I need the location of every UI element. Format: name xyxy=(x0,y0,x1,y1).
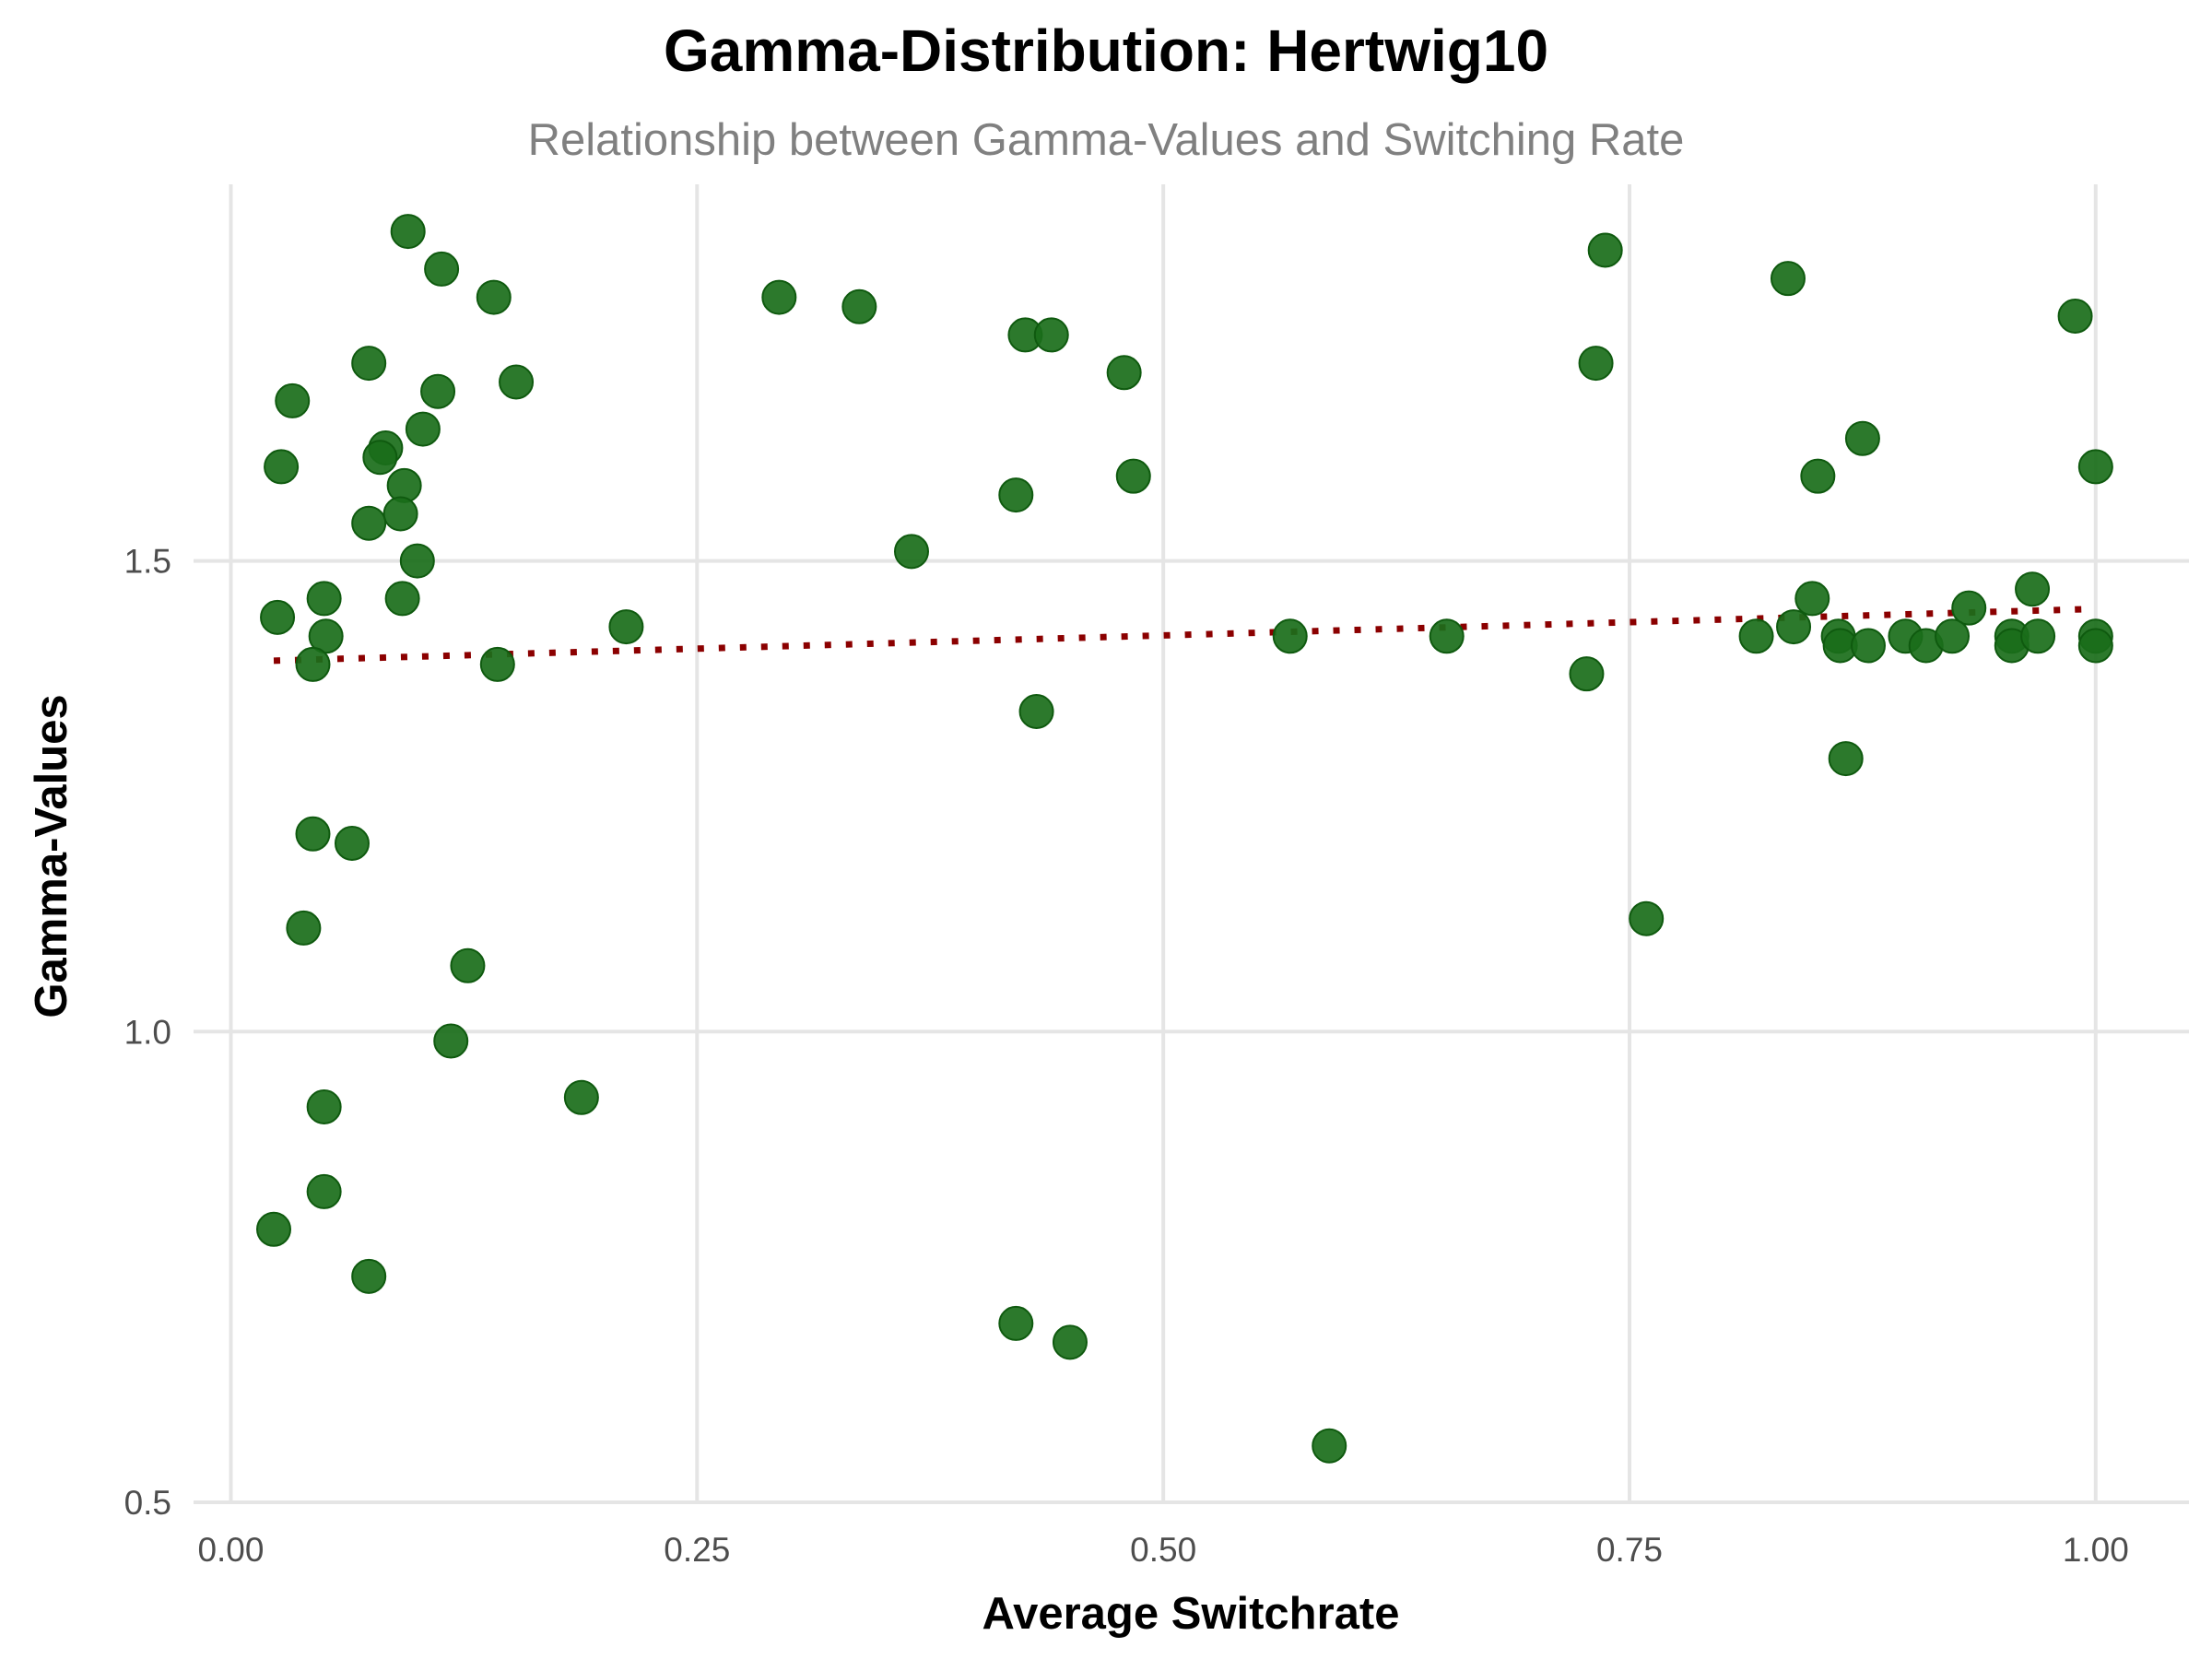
data-point xyxy=(260,599,296,635)
y-axis-title: Gamma-Values xyxy=(27,694,76,1018)
data-point xyxy=(433,1023,469,1059)
data-point xyxy=(1052,1324,1088,1360)
data-point xyxy=(1578,346,1614,382)
data-points xyxy=(256,214,2113,1464)
data-point xyxy=(1776,609,1812,645)
data-point xyxy=(295,646,331,682)
data-point xyxy=(1272,618,1308,654)
data-point xyxy=(1106,355,1142,391)
data-point xyxy=(306,1173,342,1209)
data-point xyxy=(390,214,426,250)
data-point xyxy=(1738,618,1774,654)
data-point xyxy=(1312,1428,1347,1464)
chart-subtitle: Relationship between Gamma-Values and Sw… xyxy=(527,115,1685,165)
data-point xyxy=(1115,458,1151,494)
data-point xyxy=(306,1089,342,1124)
data-point xyxy=(384,581,420,617)
chart-title: Gamma-Distribution: Hertwig10 xyxy=(663,18,1549,84)
tick-labels: 0.00 0.25 0.50 0.75 1.00 0.5 1.0 1.5 xyxy=(124,543,2129,1569)
data-point xyxy=(1794,581,1830,617)
data-point xyxy=(351,346,387,382)
y-tick-label: 1.5 xyxy=(124,543,171,581)
data-point xyxy=(420,373,456,409)
data-point xyxy=(306,581,342,617)
data-point xyxy=(286,910,322,946)
data-point xyxy=(1033,317,1069,353)
data-point xyxy=(1587,232,1623,268)
data-point xyxy=(1018,694,1054,729)
data-point xyxy=(998,1305,1034,1341)
data-point xyxy=(264,449,300,485)
data-point xyxy=(2057,299,2093,334)
data-point xyxy=(499,364,535,400)
data-point xyxy=(275,382,311,418)
data-point xyxy=(1850,628,1886,664)
data-point xyxy=(2015,571,2051,607)
x-tick-label: 0.50 xyxy=(1130,1531,1196,1569)
y-tick-label: 1.0 xyxy=(124,1013,171,1051)
x-tick-label: 0.25 xyxy=(664,1531,730,1569)
data-point xyxy=(893,534,929,570)
data-point xyxy=(841,288,877,324)
data-point xyxy=(295,816,331,852)
data-point xyxy=(405,411,441,447)
data-point xyxy=(334,826,370,861)
data-point xyxy=(382,496,418,532)
data-point xyxy=(608,609,644,645)
data-point xyxy=(476,279,512,315)
data-point xyxy=(1629,900,1665,936)
data-point xyxy=(1770,261,1806,297)
x-tick-label: 0.75 xyxy=(1596,1531,1663,1569)
data-point xyxy=(1935,618,1971,654)
data-point xyxy=(256,1211,292,1247)
data-point xyxy=(450,947,486,983)
data-point xyxy=(2020,618,2056,654)
x-tick-label: 0.00 xyxy=(197,1531,264,1569)
data-point xyxy=(351,505,387,541)
data-point xyxy=(998,477,1034,513)
data-point xyxy=(2077,449,2113,485)
data-point xyxy=(563,1079,599,1115)
x-tick-label: 1.00 xyxy=(2063,1531,2129,1569)
data-point xyxy=(351,1258,387,1294)
data-point xyxy=(761,279,797,315)
data-point xyxy=(1844,420,1880,456)
x-axis-title: Average Switchrate xyxy=(982,1589,1400,1639)
grid-lines xyxy=(194,184,2189,1504)
data-point xyxy=(424,251,460,287)
y-tick-label: 0.5 xyxy=(124,1484,171,1522)
data-point xyxy=(1828,741,1864,777)
data-point xyxy=(362,440,398,476)
data-point xyxy=(1951,590,1987,626)
data-point xyxy=(2077,628,2113,664)
data-point xyxy=(479,646,515,682)
data-point xyxy=(1800,458,1836,494)
data-point xyxy=(1569,656,1605,692)
data-point xyxy=(399,543,435,579)
data-point xyxy=(1429,618,1465,654)
